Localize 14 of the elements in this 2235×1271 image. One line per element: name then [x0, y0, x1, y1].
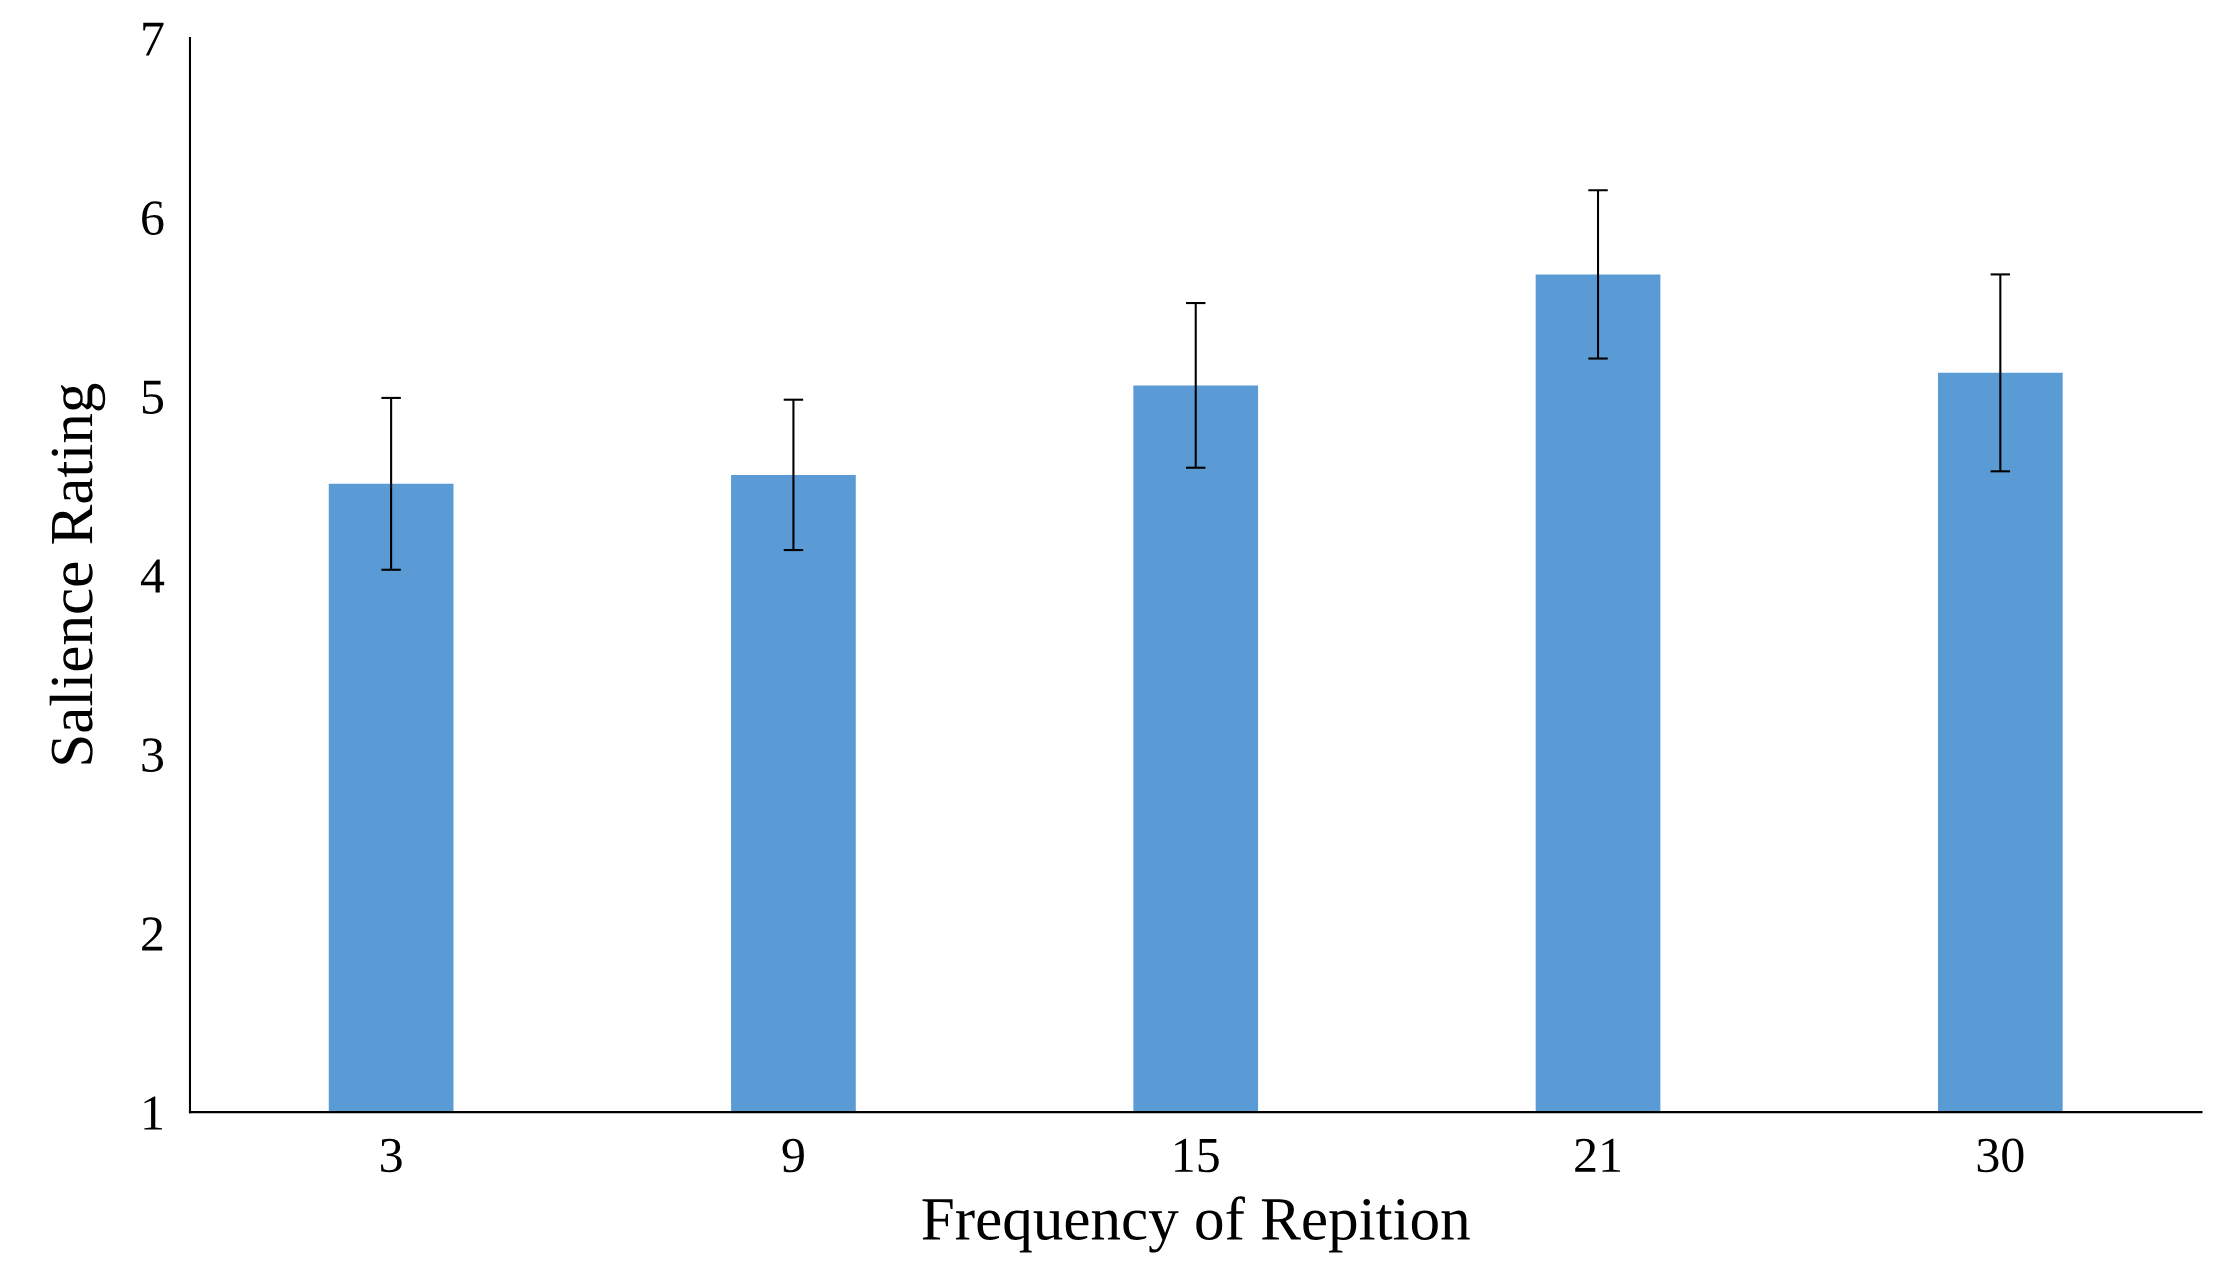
- x-tick-label: 30: [1977, 1138, 2024, 1173]
- x-tick-label: 15: [1175, 1138, 1219, 1173]
- y-tick-label: 4: [140, 559, 165, 593]
- x-axis-title: Frequency of Repition: [922, 1196, 1470, 1253]
- x-tick-label: 21: [1575, 1138, 1621, 1172]
- y-tick-label: 2: [142, 917, 163, 951]
- y-tick-label: 1: [144, 1096, 162, 1130]
- y-axis-title: Salience Rating: [49, 383, 106, 764]
- y-tick-label: 5: [142, 380, 164, 414]
- x-tick-label: 3: [381, 1138, 402, 1173]
- y-tick-label: 3: [142, 738, 164, 772]
- x-tick-label: 9: [782, 1138, 804, 1173]
- y-tick-label: 6: [142, 201, 164, 235]
- y-tick-label: 7: [143, 22, 164, 56]
